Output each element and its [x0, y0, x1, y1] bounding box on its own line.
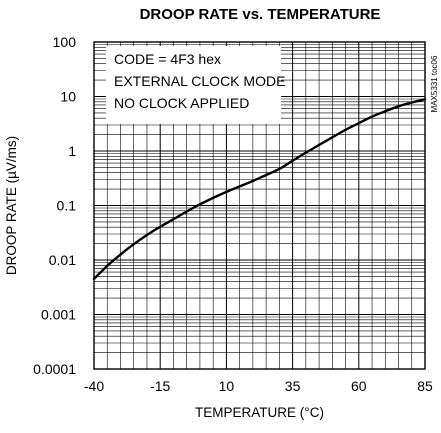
x-axis-label: TEMPERATURE (°C)	[195, 405, 324, 420]
x-tick-label: 35	[285, 378, 301, 394]
x-tick-label: -15	[150, 378, 170, 394]
grid	[93, 41, 426, 370]
y-tick-label: 10	[60, 89, 76, 105]
chart-title: DROOP RATE vs. TEMPERATURE	[139, 6, 381, 23]
x-tick-label: -40	[84, 378, 104, 394]
y-tick-label: 0.001	[41, 307, 76, 323]
y-tick-label: 0.01	[49, 252, 76, 268]
y-tick-label: 1	[68, 143, 76, 159]
y-tick-label: 0.0001	[33, 361, 76, 377]
curve-layer	[92, 98, 427, 281]
x-tick-label: 60	[351, 378, 367, 394]
annotation-box	[106, 46, 281, 124]
x-tick-label: 85	[417, 378, 433, 394]
y-tick-label: 100	[53, 34, 77, 50]
figure-id-label: MAX5331 toc06	[430, 55, 439, 112]
annotation-clock-mode: EXTERNAL CLOCK MODE	[114, 73, 285, 89]
plot-frame	[93, 41, 426, 370]
y-tick-label: 0.1	[57, 198, 77, 214]
y-axis-label: DROOP RATE (µV/ms)	[4, 136, 19, 275]
annotation-code: CODE = 4F3 hex	[114, 51, 221, 67]
annotation-text: CODE = 4F3 hex EXTERNAL CLOCK MODE NO CL…	[114, 51, 285, 111]
y-tick-labels: 100 10 1 0.1 0.01 0.001 0.0001	[33, 34, 76, 377]
droop-rate-curve	[92, 98, 427, 281]
x-tick-label: 10	[219, 378, 235, 394]
x-tick-labels: -40 -15 10 35 60 85	[84, 378, 433, 394]
annotation-no-clock: NO CLOCK APPLIED	[114, 95, 249, 111]
